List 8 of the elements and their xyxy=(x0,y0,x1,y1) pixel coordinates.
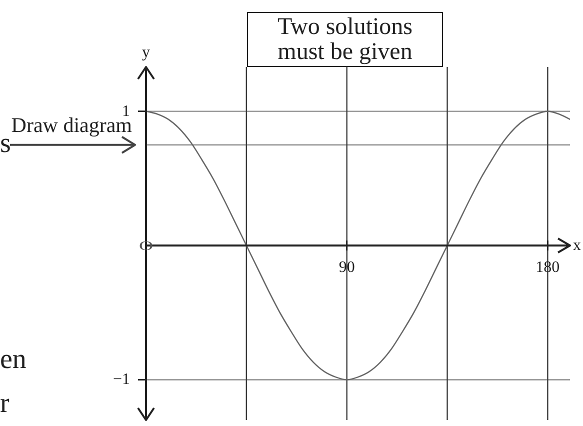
y-axis-title: y xyxy=(142,44,150,61)
x-axis-title: x xyxy=(573,237,581,254)
y-tick-label: −1 xyxy=(112,371,130,388)
text: en xyxy=(0,344,26,375)
text: r xyxy=(0,388,10,419)
text: Two solutions must be given xyxy=(247,12,443,67)
y-tick-label: 1 xyxy=(122,102,130,120)
text: s xyxy=(0,128,11,159)
